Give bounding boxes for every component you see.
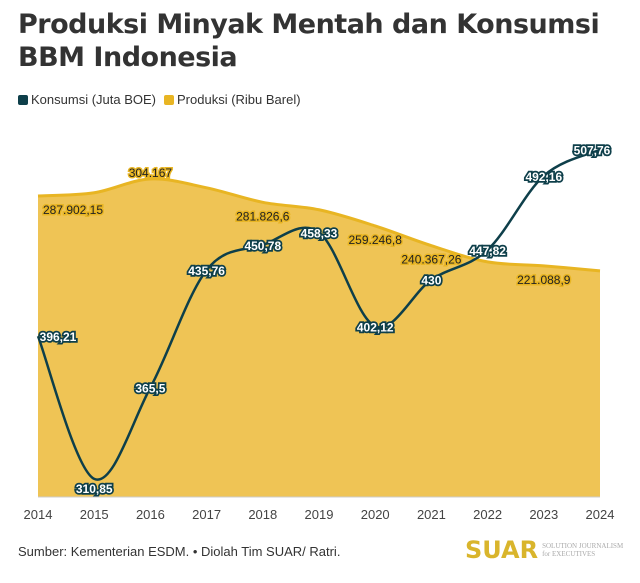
konsumsi-data-label: 365,5 xyxy=(135,382,165,396)
chart-title: Produksi Minyak Mentah dan Konsumsi BBM … xyxy=(18,9,600,73)
x-tick-label: 2019 xyxy=(305,507,334,522)
x-tick-label: 2015 xyxy=(80,507,109,522)
x-tick-label: 2020 xyxy=(361,507,390,522)
konsumsi-data-label: 492,16 xyxy=(525,170,562,184)
x-tick-label: 2017 xyxy=(192,507,221,522)
x-tick-label: 2021 xyxy=(417,507,446,522)
produksi-data-label: 304.167 xyxy=(129,166,173,180)
konsumsi-data-label: 430 xyxy=(421,274,441,288)
legend-label-produksi: Produksi (Ribu Barel) xyxy=(177,92,301,107)
produksi-data-label: 281.826,6 xyxy=(236,209,290,223)
x-tick-label: 2018 xyxy=(248,507,277,522)
logo-wordmark: SUAR xyxy=(465,536,539,564)
konsumsi-data-label: 310,85 xyxy=(76,482,113,496)
x-tick-label: 2022 xyxy=(473,507,502,522)
konsumsi-data-label: 402,12 xyxy=(357,320,394,334)
x-tick-label: 2023 xyxy=(529,507,558,522)
x-tick-label: 2014 xyxy=(24,507,53,522)
logo-tagline: SOLUTION JOURNALISM for EXECUTIVES xyxy=(542,542,624,558)
legend-swatch-konsumsi xyxy=(18,95,28,105)
konsumsi-data-label: 507,76 xyxy=(574,144,611,158)
x-tick-label: 2024 xyxy=(586,507,615,522)
legend-item-konsumsi: Konsumsi (Juta BOE) xyxy=(18,92,156,107)
produksi-line xyxy=(37,177,601,273)
produksi-data-label: 240.367,26 xyxy=(401,253,461,267)
konsumsi-data-label: 450,78 xyxy=(244,239,281,253)
source-note: Sumber: Kementerian ESDM. • Diolah Tim S… xyxy=(18,544,341,559)
konsumsi-data-label: 435,76 xyxy=(188,264,225,278)
konsumsi-data-label: 396,21 xyxy=(40,330,77,344)
konsumsi-data-label: 458,33 xyxy=(301,226,338,240)
produksi-data-label: 221.088,9 xyxy=(517,273,571,287)
produksi-data-label: 259.246,8 xyxy=(349,233,403,247)
legend-swatch-produksi xyxy=(164,95,174,105)
suar-logo: SUAR SOLUTION JOURNALISM for EXECUTIVES xyxy=(465,536,623,564)
legend-label-konsumsi: Konsumsi (Juta BOE) xyxy=(31,92,156,107)
konsumsi-data-label: 447,82 xyxy=(469,244,506,258)
produksi-area xyxy=(38,178,600,498)
x-tick-label: 2016 xyxy=(136,507,165,522)
legend-item-produksi: Produksi (Ribu Barel) xyxy=(164,92,301,107)
legend: Konsumsi (Juta BOE) Produksi (Ribu Barel… xyxy=(18,92,301,107)
produksi-data-label: 287.902,15 xyxy=(43,203,103,217)
konsumsi-line xyxy=(36,148,601,481)
